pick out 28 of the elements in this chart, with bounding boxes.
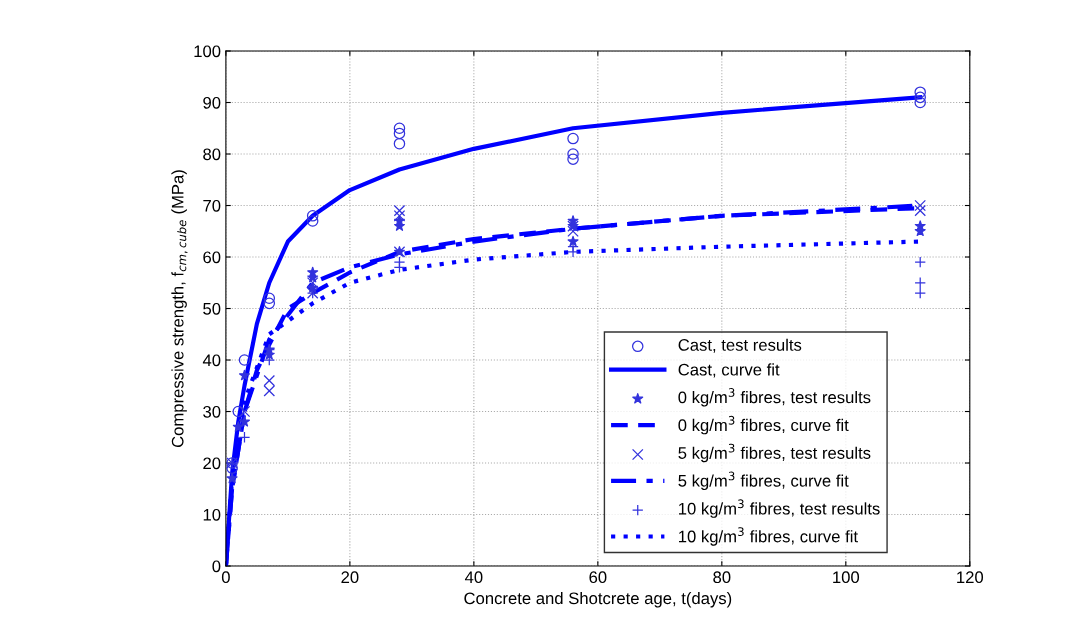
legend-label: 5 kg/m$^{3}$ fibres, test results bbox=[678, 443, 871, 463]
y-tick-label: 90 bbox=[203, 96, 221, 109]
y-tick-label: 50 bbox=[203, 302, 221, 315]
y-tick-label: 80 bbox=[203, 148, 221, 161]
y-tick-label: 0 bbox=[212, 560, 221, 573]
y-axis-title: Compressive strength, f$_{cm,cube}$ (MPa) bbox=[171, 170, 188, 448]
y-tick-label: 20 bbox=[203, 457, 221, 470]
legend-label: 5 kg/m$^{3}$ fibres, curve fit bbox=[678, 471, 849, 491]
y-tick-label: 100 bbox=[194, 45, 221, 58]
x-axis-title: Concrete and Shotcrete age, t(days) bbox=[464, 591, 732, 608]
x-tick-label: 80 bbox=[713, 571, 731, 584]
legend-label: 10 kg/m$^{3}$ fibres, test results bbox=[679, 499, 880, 518]
x-tick-label: 60 bbox=[589, 571, 607, 584]
legend-label: 0 kg/m$^{3}$ fibres, curve fit bbox=[678, 415, 849, 435]
x-tick-label: 0 bbox=[221, 571, 230, 584]
y-tick-label: 10 bbox=[203, 508, 221, 521]
x-tick-label: 20 bbox=[341, 571, 359, 584]
legend-label: Cast, curve fit bbox=[678, 363, 780, 378]
x-tick-label: 120 bbox=[957, 571, 984, 584]
y-tick-label: 60 bbox=[203, 251, 221, 264]
legend-label: Cast, test results bbox=[678, 338, 802, 353]
y-tick-label: 70 bbox=[203, 199, 221, 212]
x-tick-label: 100 bbox=[833, 571, 860, 584]
x-tick-label: 40 bbox=[464, 571, 483, 584]
legend-label: 0 kg/m$^{3}$ fibres, test results bbox=[678, 388, 871, 407]
legend-label: 10 kg/m$^{3}$ fibres, curve fit bbox=[679, 527, 858, 546]
y-tick-label: 40 bbox=[202, 354, 221, 367]
y-tick-label: 30 bbox=[203, 405, 221, 418]
